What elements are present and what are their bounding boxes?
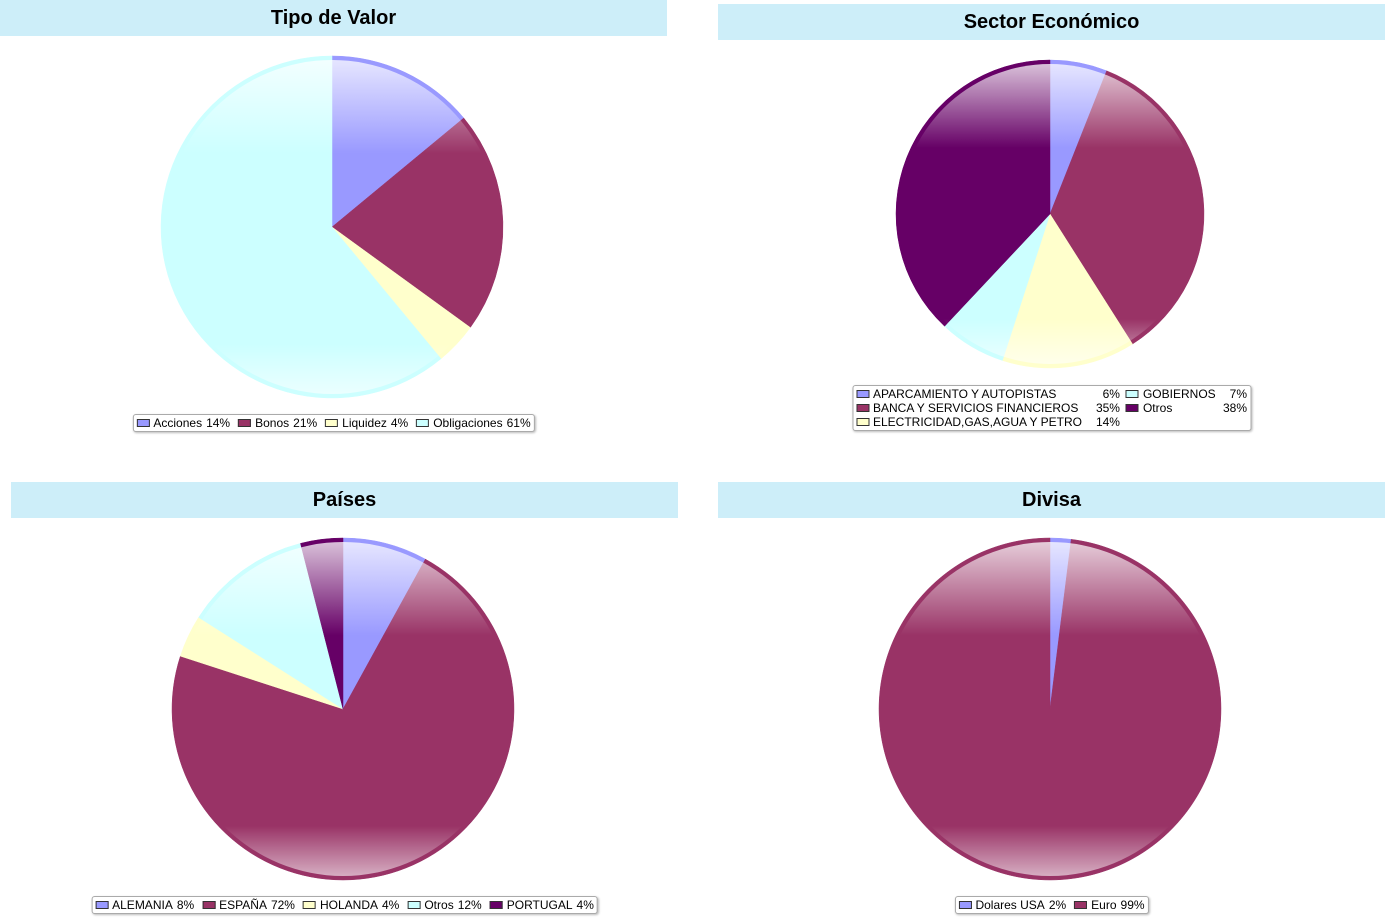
legend-item: PORTUGAL 4% [489, 898, 594, 912]
panel: Tipo de Valor Acciones 14% Bonos 21% Liquidez… [0, 0, 667, 440]
legend-swatch [238, 419, 252, 427]
legend-label: APARCAMIENTO Y AUTOPISTAS [872, 387, 1057, 401]
legend-swatch [1125, 404, 1139, 412]
legend-value: 2% [1048, 898, 1067, 912]
legend-swatch [489, 901, 503, 909]
legend-item: APARCAMIENTO Y AUTOPISTAS 6% [855, 387, 1120, 401]
legend: Acciones 14% Bonos 21% Liquidez 4% Obligacione… [132, 414, 535, 432]
legend-label: Obligaciones [433, 416, 503, 430]
legend-item: ALEMANIA 8% [95, 898, 194, 912]
legend-item: Acciones 14% [136, 416, 230, 430]
legend-label: Euro [1091, 898, 1117, 912]
legend-swatch [407, 901, 421, 909]
legend-label: HOLANDA [319, 898, 379, 912]
chart-title: Tipo de Valor [0, 0, 667, 36]
legend-value: 99% [1120, 898, 1145, 912]
legend-item: Liquidez 4% [325, 416, 408, 430]
legend-swatch [855, 404, 869, 412]
legend-label: ELECTRICIDAD,GAS,AGUA Y PETRO [872, 415, 1082, 429]
chart [878, 537, 1222, 881]
legend-swatch [1074, 901, 1088, 909]
legend-value: 61% [506, 416, 531, 430]
legend-value: 35% [1095, 401, 1120, 415]
legend-value: 72% [270, 898, 295, 912]
legend-swatch [95, 901, 109, 909]
legend-label: Liquidez [342, 416, 387, 430]
legend-label: Acciones [153, 416, 203, 430]
legend-item: ELECTRICIDAD,GAS,AGUA Y PETRO 14% [855, 415, 1120, 429]
panel: Divisa Dolares USA 2% Euro 99% [718, 482, 1385, 922]
legend: ALEMANIA 8% ESPAÑA 72% HOLANDA 4% Otros 12% PORT… [91, 896, 598, 914]
chart [895, 59, 1205, 369]
legend-swatch [1125, 390, 1139, 398]
legend-item: Dolares USA 2% [958, 898, 1066, 912]
legend-value: 4% [390, 416, 409, 430]
legend-swatch [855, 418, 869, 426]
chart-title: Países [11, 482, 678, 518]
legend-label: Dolares USA [975, 898, 1045, 912]
legend-value: 4% [576, 898, 594, 912]
legend-value: 8% [176, 898, 195, 912]
legend-value: 21% [293, 416, 318, 430]
legend-swatch [855, 390, 869, 398]
legend-swatch [958, 901, 972, 909]
legend-item: BANCA Y SERVICIOS FINANCIEROS 35% [855, 401, 1120, 415]
legend-item: Otros 38% [1125, 401, 1248, 415]
chart [160, 55, 504, 399]
legend: APARCAMIENTO Y AUTOPISTAS 6% BANCA Y SERVI… [851, 385, 1252, 431]
pie-slice [878, 537, 1222, 881]
legend-item: Bonos 21% [238, 416, 317, 430]
panel: Países ALEMANIA 8% ESPAÑA 72% HOLANDA 4% Otros 1… [11, 482, 678, 922]
legend-value: 14% [1095, 415, 1120, 429]
legend-item: Otros 12% [407, 898, 482, 912]
legend-label: ESPAÑA [219, 898, 267, 912]
chart-title: Divisa [718, 482, 1385, 518]
legend-swatch [136, 419, 150, 427]
legend-item: ESPAÑA 72% [202, 898, 295, 912]
legend-swatch [202, 901, 216, 909]
legend-label: PORTUGAL [506, 898, 573, 912]
legend-swatch [302, 901, 316, 909]
legend-value: 4% [382, 898, 400, 912]
legend-item: GOBIERNOS 7% [1125, 387, 1248, 401]
legend-label: BANCA Y SERVICIOS FINANCIEROS [872, 401, 1079, 415]
legend-label: GOBIERNOS [1142, 387, 1216, 401]
legend-item: Euro 99% [1074, 898, 1145, 912]
legend-swatch [416, 419, 430, 427]
chart-title: Sector Económico [718, 4, 1385, 40]
legend-label: Bonos [255, 416, 290, 430]
legend: Dolares USA 2% Euro 99% [954, 896, 1149, 914]
legend-item: HOLANDA 4% [302, 898, 400, 912]
legend-value: 6% [1102, 387, 1120, 401]
chart [171, 537, 515, 881]
legend-label: Otros [1142, 401, 1173, 415]
legend-label: ALEMANIA [112, 898, 173, 912]
legend-value: 7% [1229, 387, 1248, 401]
legend-value: 12% [457, 898, 482, 912]
legend-value: 38% [1222, 401, 1248, 415]
legend-label: Otros [424, 898, 454, 912]
legend-swatch [325, 419, 339, 427]
legend-value: 14% [206, 416, 231, 430]
panel: Sector Económico APARCAMIENTO Y AUTOPISTA… [718, 4, 1385, 444]
legend-item: Obligaciones 61% [416, 416, 531, 430]
